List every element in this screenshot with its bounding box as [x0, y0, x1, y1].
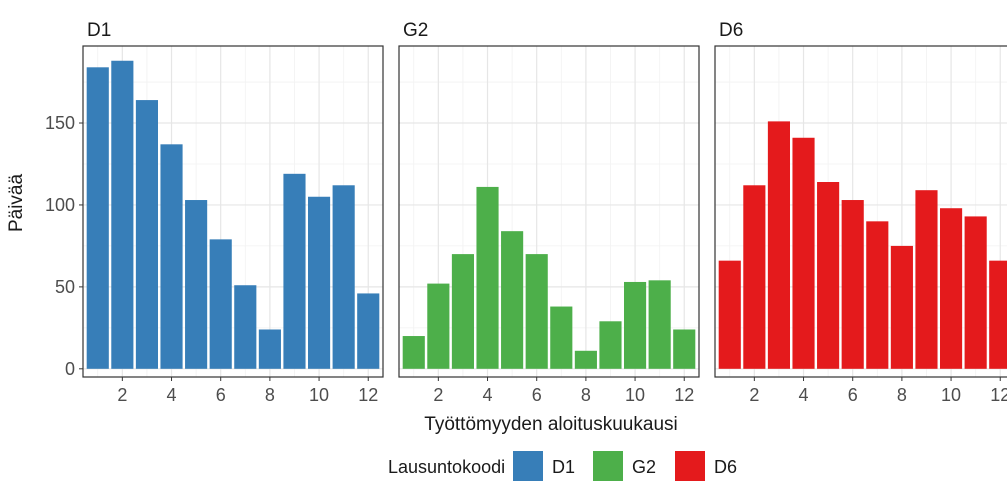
legend: Lausuntokoodi D1 G2 D6: [388, 451, 737, 481]
bar: [526, 254, 548, 369]
x-tick-label: 4: [167, 385, 177, 405]
legend-title: Lausuntokoodi: [388, 457, 505, 477]
bar: [111, 61, 133, 369]
bar: [234, 285, 256, 369]
x-tick-label: 10: [625, 385, 645, 405]
y-tick-label: 50: [55, 277, 75, 297]
facet-D1: D1 2 4 6 8 10 12: [83, 20, 383, 405]
x-tick-label: 2: [749, 385, 759, 405]
bar: [210, 239, 232, 368]
x-tick-label: 6: [532, 385, 542, 405]
facet-title: D1: [87, 20, 111, 41]
bar: [842, 200, 864, 369]
bar: [160, 144, 182, 368]
x-tick-label: 2: [433, 385, 443, 405]
facet-D6: D6 2 4 6 8 10 12: [715, 20, 1007, 405]
bar: [357, 293, 379, 368]
x-tick-label: 8: [581, 385, 591, 405]
bar: [915, 190, 937, 369]
legend-key-D1: [513, 451, 543, 481]
y-tick-label: 0: [65, 359, 75, 379]
x-tick-label: 2: [117, 385, 127, 405]
bar: [989, 261, 1007, 369]
x-tick-label: 12: [990, 385, 1007, 405]
x-tick-label: 12: [358, 385, 378, 405]
bar: [403, 336, 425, 369]
legend-label: G2: [632, 457, 656, 477]
bar: [501, 231, 523, 369]
legend-key-D6: [675, 451, 705, 481]
bar: [550, 307, 572, 369]
bar: [743, 185, 765, 369]
x-tick-label: 12: [674, 385, 694, 405]
legend-label: D1: [552, 457, 575, 477]
facet-panels: 0 50 100 150 D1 2 4 6 8 10 12 G2 2 4 6 8 10 12 D6 2 4 6 8 10 12: [45, 20, 1007, 405]
x-tick-label: 10: [309, 385, 329, 405]
bar: [673, 329, 695, 368]
legend-label: D6: [714, 457, 737, 477]
bar: [792, 138, 814, 369]
x-tick-label: 6: [848, 385, 858, 405]
bar: [283, 174, 305, 369]
x-tick-label: 4: [483, 385, 493, 405]
x-tick-label: 8: [897, 385, 907, 405]
bar: [427, 284, 449, 369]
bar: [624, 282, 646, 369]
bar: [87, 67, 109, 369]
facet-title: G2: [403, 20, 428, 41]
x-tick-label: 8: [265, 385, 275, 405]
bar: [599, 321, 621, 369]
bar: [136, 100, 158, 369]
bar: [817, 182, 839, 369]
bar: [891, 246, 913, 369]
bar: [308, 197, 330, 369]
bar: [185, 200, 207, 369]
bar: [575, 351, 597, 369]
facet-title: D6: [719, 20, 743, 41]
facet-G2: G2 2 4 6 8 10 12: [399, 20, 699, 405]
x-tick-label: 4: [799, 385, 809, 405]
bar: [333, 185, 355, 369]
y-axis-title: Päivää: [6, 174, 27, 233]
bar: [719, 261, 741, 369]
y-tick-label: 150: [45, 113, 75, 133]
bar: [940, 208, 962, 369]
legend-key-G2: [593, 451, 623, 481]
x-tick-label: 10: [941, 385, 961, 405]
y-tick-label: 100: [45, 195, 75, 215]
x-tick-label: 6: [216, 385, 226, 405]
bar: [476, 187, 498, 369]
bar: [768, 121, 790, 368]
x-axis-title: Työttömyyden aloituskuukausi: [424, 414, 677, 435]
bar: [965, 216, 987, 368]
bar: [649, 280, 671, 368]
bar: [866, 221, 888, 368]
bar: [259, 329, 281, 368]
bar: [452, 254, 474, 369]
